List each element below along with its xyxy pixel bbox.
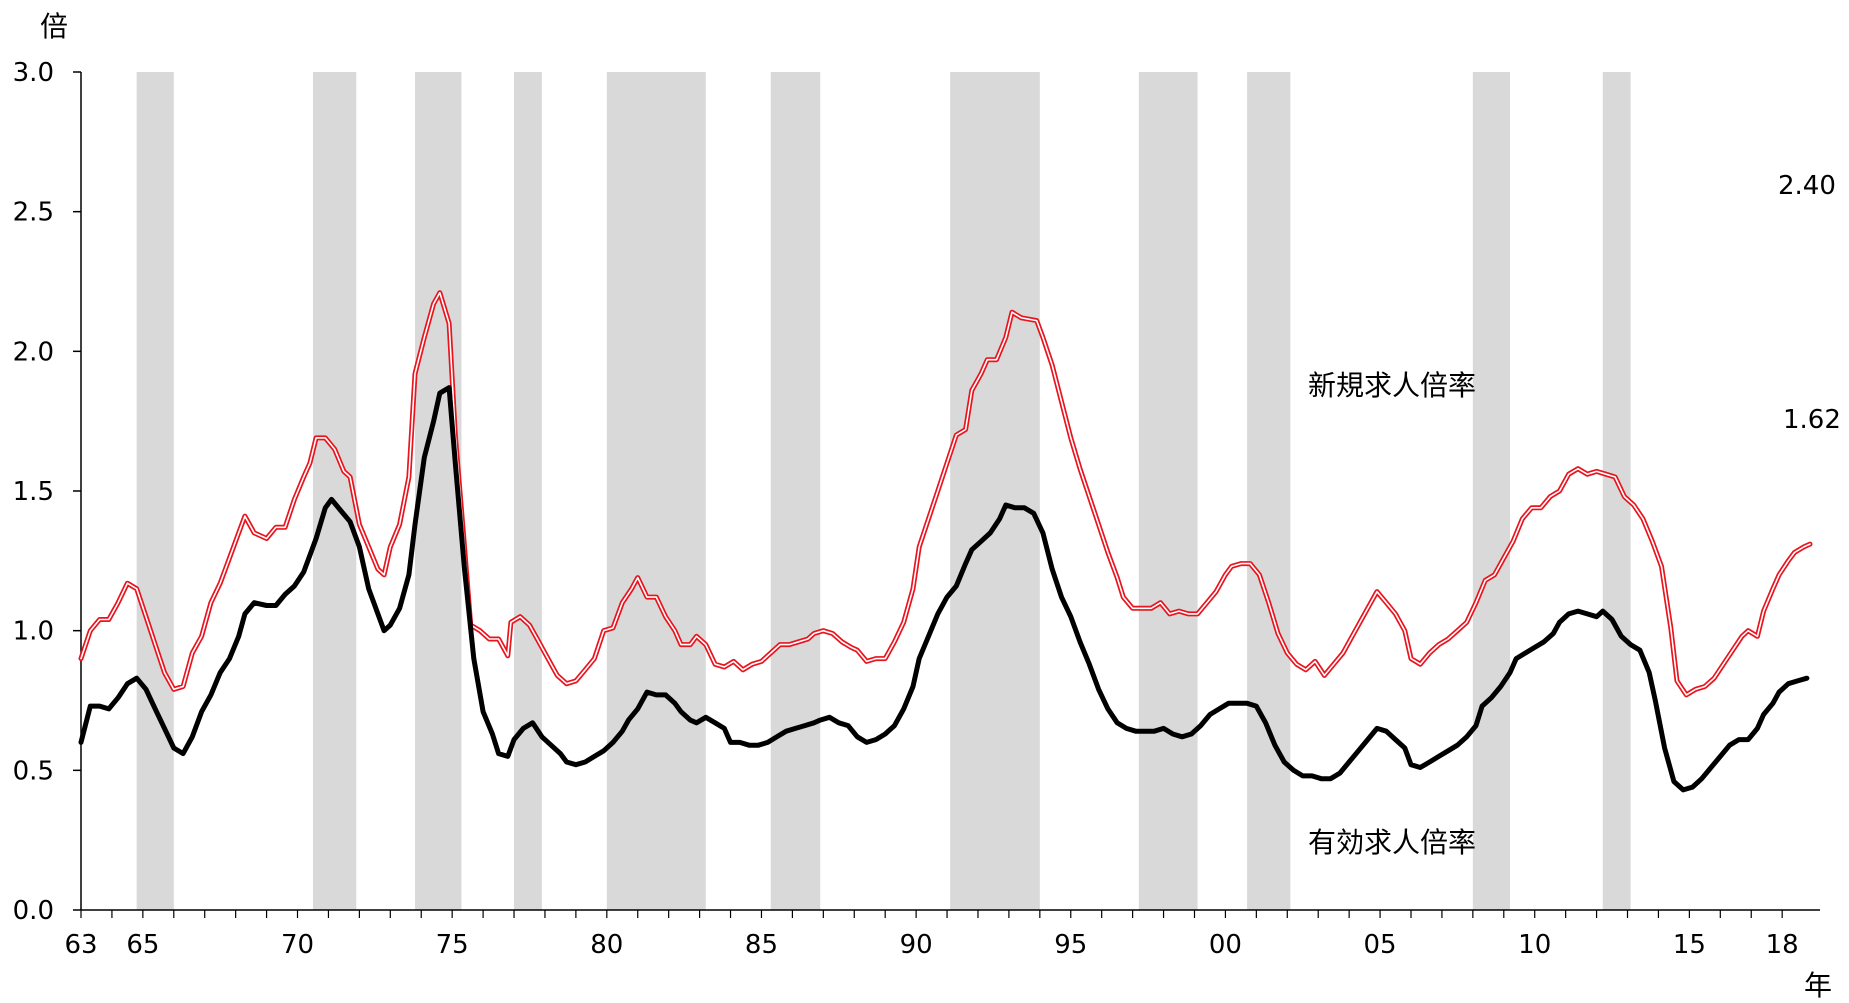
recession-band-1 (312, 72, 357, 910)
recession-band-4 (606, 72, 706, 910)
end-value-label-active-openings: 1.62 (1783, 405, 1841, 435)
recession-band-5 (770, 72, 821, 910)
recession-band-6 (950, 72, 1040, 910)
y-tick-label: 2.0 (13, 337, 54, 367)
x-tick-label: 10 (1518, 930, 1551, 960)
recession-band-3 (514, 72, 542, 910)
x-tick-label: 15 (1673, 930, 1706, 960)
y-tick-label: 0.5 (13, 756, 54, 786)
x-ticks: 63 65 70 75 80 85 90 95 00 05 10 15 18 (64, 910, 1799, 960)
x-tick-label: 65 (126, 930, 159, 960)
recession-band-7 (1138, 72, 1198, 910)
recession-band-10 (1602, 72, 1631, 910)
x-tick-label: 18 (1766, 930, 1799, 960)
x-unit-label: 年 (1804, 969, 1832, 1002)
recession-band-9 (1472, 72, 1510, 910)
y-tick-label: 3.0 (13, 58, 54, 88)
x-tick-label: 00 (1209, 930, 1242, 960)
series-label-new-openings: 新規求人倍率 (1308, 369, 1476, 402)
x-tick-label: 80 (590, 930, 623, 960)
x-tick-label: 90 (900, 930, 933, 960)
y-tick-label: 1.5 (13, 477, 54, 507)
x-tick-label: 70 (281, 930, 314, 960)
series-lines (78, 290, 1813, 793)
series-label-active-openings: 有効求人倍率 (1308, 826, 1476, 859)
x-tick-label: 95 (1054, 930, 1087, 960)
recession-band-0 (136, 72, 174, 910)
x-tick-label: 75 (436, 930, 469, 960)
recession-band-8 (1247, 72, 1291, 910)
y-tick-label: 2.5 (13, 198, 54, 228)
series-line-1 (78, 385, 1810, 793)
y-ticks: 0.0 0.5 1.0 1.5 2.0 2.5 3.0 (13, 58, 81, 926)
x-tick-label: 05 (1364, 930, 1397, 960)
y-tick-label: 1.0 (13, 617, 54, 647)
recession-band-2 (415, 72, 462, 910)
end-value-label-new-openings: 2.40 (1778, 171, 1836, 201)
y-tick-label: 0.0 (13, 896, 54, 926)
series-line-0-inner (80, 291, 1811, 696)
shaded-periods (136, 72, 1631, 910)
x-tick-label: 63 (64, 930, 97, 960)
y-unit-label: 倍 (40, 10, 68, 43)
x-tick-label: 85 (745, 930, 778, 960)
